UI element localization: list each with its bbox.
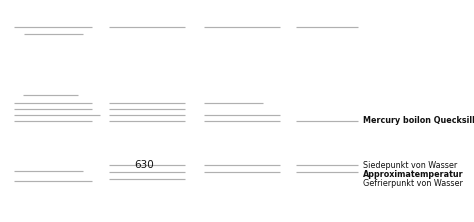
Text: Siedepunkt von Wasser: Siedepunkt von Wasser — [363, 161, 457, 170]
Text: Gefrierpunkt von Wasser: Gefrierpunkt von Wasser — [363, 179, 463, 188]
Text: Approximatemperatur: Approximatemperatur — [363, 170, 463, 179]
Text: Mercury boilon Quecksilb: Mercury boilon Quecksilb — [363, 117, 474, 125]
Text: 630: 630 — [135, 160, 155, 170]
